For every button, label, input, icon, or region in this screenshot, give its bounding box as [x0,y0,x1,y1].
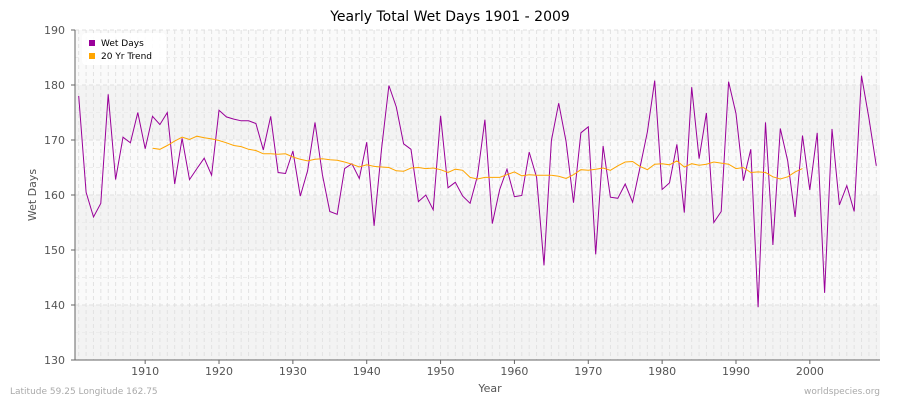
y-tick-label: 170 [44,134,65,147]
legend-swatch-trend [89,53,95,59]
footer-location: Latitude 59.25 Longitude 162.75 [10,387,158,397]
x-tick-label: 1920 [205,365,233,378]
legend-label-trend: 20 Yr Trend [101,52,152,62]
x-tick-label: 1940 [353,365,381,378]
x-tick-label: 1970 [574,365,602,378]
legend-box [82,33,166,65]
y-tick-label: 130 [44,354,65,367]
y-tick-label: 190 [44,24,65,37]
x-tick-label: 2000 [796,365,824,378]
x-tick-label: 1980 [648,365,676,378]
x-tick-label: 1950 [427,365,455,378]
footer-source: worldspecies.org [804,387,880,397]
x-axis-label: Year [477,382,502,395]
x-tick-label: 1930 [279,365,307,378]
legend: Wet Days 20 Yr Trend [82,33,166,65]
x-tick-label: 1990 [722,365,750,378]
y-axis-label: Wet Days [26,169,39,222]
y-tick-label: 180 [44,79,65,92]
series-line-20-yr-trend [152,135,803,180]
legend-swatch-wet-days [89,40,95,46]
y-tick-label: 140 [44,299,65,312]
series-line-wet-days [78,75,877,308]
legend-label-wet-days: Wet Days [101,39,144,49]
x-tick-label: 1910 [131,365,159,378]
y-tick-label: 150 [44,244,65,257]
y-tick-label: 160 [44,189,65,202]
chart-title: Yearly Total Wet Days 1901 - 2009 [329,9,570,25]
x-tick-label: 1960 [500,365,528,378]
